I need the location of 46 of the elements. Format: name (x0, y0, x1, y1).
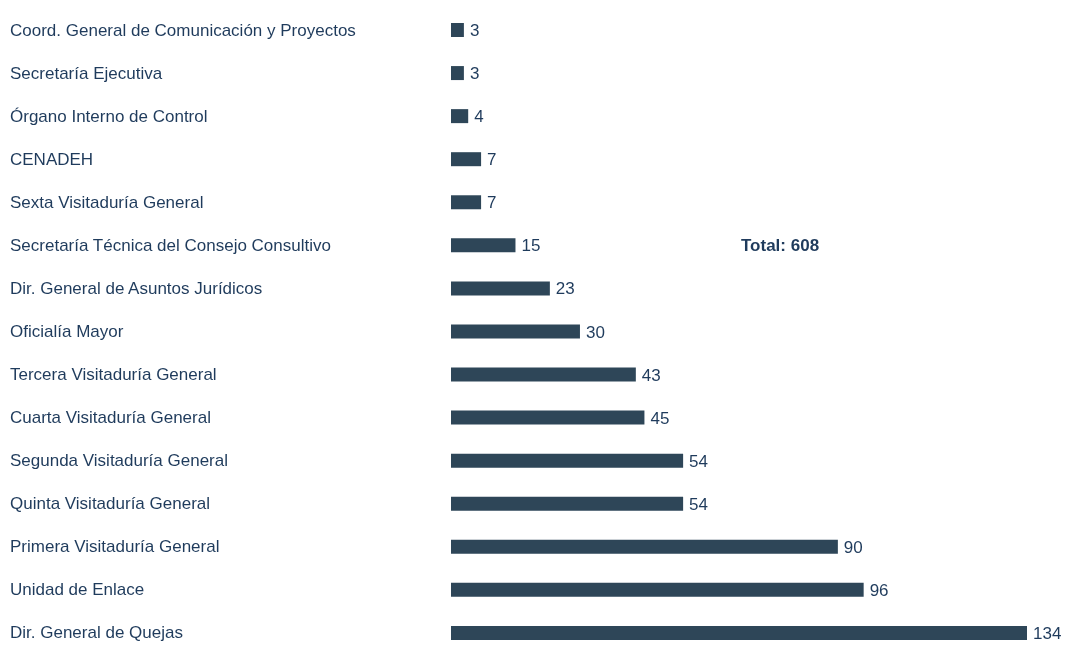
y-tick-label: Coord. General de Comunicación y Proyectos (10, 20, 356, 40)
y-tick-label: Tercera Visitaduría General (10, 365, 217, 385)
y-tick-label: Secretaría Ejecutiva (10, 63, 163, 83)
data-label: 23 (555, 279, 575, 299)
data-label: 43 (641, 365, 661, 385)
annotation: Total: 608 (741, 236, 820, 256)
y-tick-label: Dir. General de Quejas (10, 623, 183, 643)
y-tick-label: Oficialía Mayor (10, 322, 124, 341)
bar (451, 582, 864, 597)
bar (451, 496, 684, 511)
data-label: 4 (474, 107, 484, 127)
data-label: 7 (487, 193, 497, 213)
bar (451, 367, 636, 382)
y-tick-label: Cuarta Visitaduría General (10, 408, 211, 428)
bar (451, 281, 550, 296)
y-tick-label: Órgano Interno de Control (10, 106, 208, 126)
bar (451, 238, 516, 253)
bar (451, 453, 684, 468)
data-label: 54 (689, 494, 709, 514)
bar (451, 539, 838, 554)
y-tick-label: Sexta Visitaduría General (10, 192, 204, 212)
data-label: 90 (843, 537, 863, 557)
data-label: 134 (1033, 623, 1062, 643)
y-tick-label: Dir. General de Asuntos Jurídicos (10, 278, 263, 298)
data-label: 7 (487, 150, 497, 170)
data-label: 15 (521, 236, 541, 256)
y-tick-label: Segunda Visitaduría General (10, 451, 229, 471)
bar (451, 66, 464, 81)
data-label: 3 (469, 64, 480, 84)
bar (451, 410, 645, 425)
data-label: 3 (469, 21, 480, 41)
bar (451, 109, 469, 124)
data-label: 30 (585, 322, 605, 342)
data-label: 45 (650, 408, 670, 428)
data-label: 96 (869, 580, 889, 600)
data-label: 54 (689, 451, 709, 471)
bar (451, 324, 580, 339)
bar (451, 23, 464, 37)
y-tick-label: Secretaría Técnica del Consejo Consultivo (10, 235, 331, 255)
bar (451, 625, 1027, 640)
y-tick-label: CENADEH (10, 149, 94, 169)
bar (451, 152, 482, 167)
bar (451, 195, 482, 210)
y-tick-label: Primera Visitaduría General (10, 537, 220, 557)
y-tick-label: Quinta Visitaduría General (10, 494, 211, 514)
y-tick-label: Unidad de Enlace (10, 580, 145, 600)
